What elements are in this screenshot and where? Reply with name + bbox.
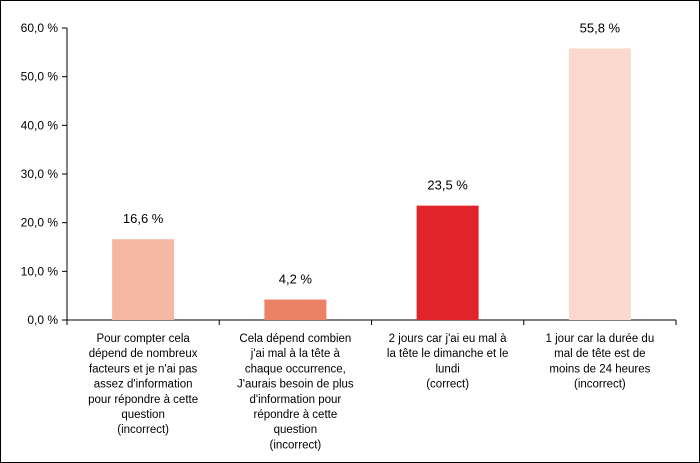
y-tick-label: 60,0 % (21, 21, 59, 35)
x-category-label-line: pour répondre à cette (88, 394, 198, 406)
x-category-label: Pour compter cela dépend de nombreux facte… (88, 333, 198, 436)
x-category-label-line: chaque occurrence, (245, 363, 346, 375)
x-category-label-line: (incorrect) (117, 424, 169, 436)
x-category-label-line: 2 jours car j'ai eu mal à (389, 333, 507, 345)
data-label: 16,6 % (123, 211, 164, 226)
x-category-label-line: Pour compter cela (96, 333, 190, 345)
x-category-label-line: moins de 24 heures (549, 363, 650, 375)
y-tick-label: 0,0 % (27, 313, 58, 327)
x-category-label-line: dépend de nombreux (89, 348, 198, 360)
x-category-label: 1 jour car la durée du mal de tête est de… (546, 333, 655, 391)
y-tick-label: 50,0 % (21, 70, 59, 84)
bar (112, 239, 175, 320)
x-category-label-line: répondre à cette (253, 409, 337, 421)
y-tick-label: 30,0 % (21, 167, 59, 181)
x-category-label-line: lundi (435, 363, 459, 375)
data-label: 4,2 % (279, 272, 313, 287)
x-category-label: 2 jours car j'ai eu mal à la tête le dima… (387, 333, 508, 391)
x-category-label-line: Cela dépend combien (239, 333, 351, 345)
x-category-label-line: assez d'information (94, 379, 193, 391)
x-category-label-line: 1 jour car la durée du (546, 333, 655, 345)
bar (568, 48, 631, 320)
x-category-label-line: question (121, 409, 164, 421)
data-label: 55,8 % (580, 20, 621, 35)
bar (416, 205, 479, 320)
x-category-label-line: mal de tête est de (554, 348, 645, 360)
x-category-label-line: d'information pour (250, 394, 342, 406)
x-category-label: Cela dépend combien j'ai mal à la tête à c… (237, 333, 354, 451)
x-category-label-line: question (274, 424, 317, 436)
y-tick-label: 10,0 % (21, 264, 59, 278)
data-label: 23,5 % (427, 178, 468, 193)
x-category-label-line: j'ai mal à la tête à (250, 348, 341, 360)
x-category-label-line: J'aurais besoin de plus (237, 379, 354, 391)
bar (264, 299, 327, 320)
x-category-label-line: (correct) (426, 379, 469, 391)
x-category-label-line: (incorrect) (574, 379, 626, 391)
x-category-label-line: la tête le dimanche et le (387, 348, 508, 360)
y-tick-label: 20,0 % (21, 216, 59, 230)
x-category-label-line: facteurs et je n'ai pas (89, 363, 198, 375)
y-tick-label: 40,0 % (21, 118, 59, 132)
x-category-label-line: (incorrect) (269, 439, 321, 451)
